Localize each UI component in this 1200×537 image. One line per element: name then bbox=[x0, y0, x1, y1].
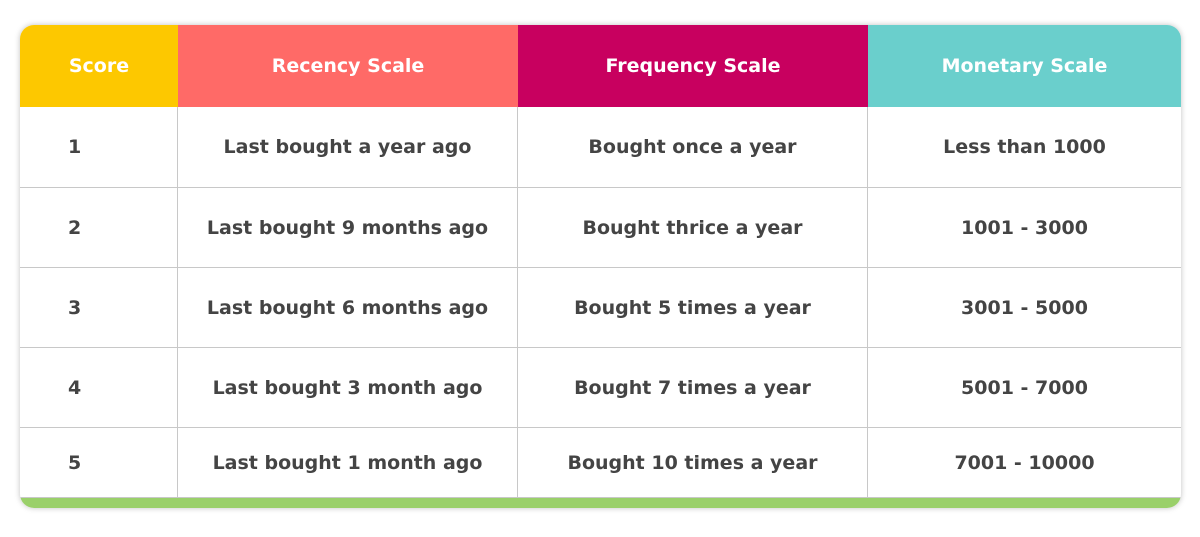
table-cell: 1001 - 3000 bbox=[868, 188, 1181, 268]
score-cell: 4 bbox=[20, 348, 178, 428]
table-cell: Less than 1000 bbox=[868, 107, 1181, 188]
score-cell: 3 bbox=[20, 268, 178, 348]
table-cell: Bought 7 times a year bbox=[518, 348, 868, 428]
table-cell: 5001 - 7000 bbox=[868, 348, 1181, 428]
table-cell: Bought once a year bbox=[518, 107, 868, 188]
score-cell: 5 bbox=[20, 428, 178, 498]
table-cell: Last bought a year ago bbox=[178, 107, 518, 188]
score-cell: 2 bbox=[20, 188, 178, 268]
table-cell: Last bought 9 months ago bbox=[178, 188, 518, 268]
header-cell: Score bbox=[20, 25, 178, 107]
header-cell: Monetary Scale bbox=[868, 25, 1181, 107]
score-cell: 1 bbox=[20, 107, 178, 188]
header-cell: Frequency Scale bbox=[518, 25, 868, 107]
table-cell: Last bought 1 month ago bbox=[178, 428, 518, 498]
table-cell: 7001 - 10000 bbox=[868, 428, 1181, 498]
table-cell: Last bought 3 month ago bbox=[178, 348, 518, 428]
header-cell: Recency Scale bbox=[178, 25, 518, 107]
table-cell: 3001 - 5000 bbox=[868, 268, 1181, 348]
footer-bar bbox=[20, 498, 1181, 508]
table-cell: Bought thrice a year bbox=[518, 188, 868, 268]
table-cell: Bought 10 times a year bbox=[518, 428, 868, 498]
table-cell: Last bought 6 months ago bbox=[178, 268, 518, 348]
table-cell: Bought 5 times a year bbox=[518, 268, 868, 348]
rfm-table: 7001 - 10000 Bought 10 times a year Last b… bbox=[20, 25, 1181, 508]
